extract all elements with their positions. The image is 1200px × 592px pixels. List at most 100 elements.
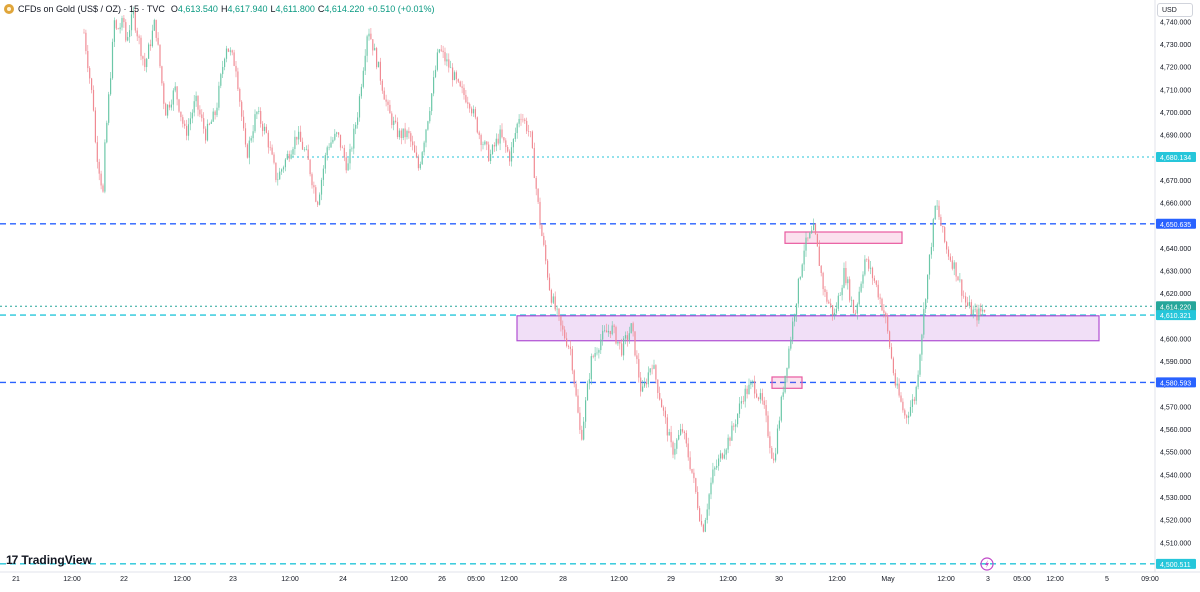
candle-body (786, 367, 788, 376)
candle-body (414, 145, 416, 153)
candle-body (467, 102, 469, 104)
candle-body (609, 330, 611, 335)
candle-body (613, 325, 615, 328)
candle-body (547, 260, 549, 278)
candle-body (778, 420, 780, 429)
candle-body (491, 145, 494, 154)
candle-body (776, 428, 779, 454)
price-tag-label: 4,610.321 (1160, 313, 1191, 320)
zone-rectangle[interactable] (784, 231, 903, 244)
candle-body (858, 291, 860, 305)
candle-body (168, 104, 171, 108)
candle-body (189, 118, 191, 125)
candle-body (300, 131, 302, 142)
candle-body (604, 330, 606, 332)
price-tag-label: 4,650.635 (1160, 222, 1191, 229)
price-tag-label: 4,580.593 (1160, 380, 1191, 387)
price-tick-label: 4,510.000 (1160, 540, 1191, 547)
candle-body (269, 147, 271, 148)
candle-body (740, 401, 742, 404)
tradingview-logo[interactable]: 17 TradingView (6, 553, 92, 567)
candle-body (89, 68, 91, 79)
candle-body (165, 103, 167, 116)
candle-body (835, 308, 837, 313)
candle-body (750, 382, 752, 385)
time-tick-label: 12:00 (1046, 576, 1064, 583)
candle-body (524, 119, 526, 121)
candle-body (640, 377, 642, 392)
price-tick-label: 4,550.000 (1160, 450, 1191, 457)
time-tick-label: 12:00 (719, 576, 737, 583)
candle-body (355, 124, 357, 129)
candle-body (115, 20, 117, 29)
price-tick-label: 4,720.000 (1160, 65, 1191, 72)
candle-body (225, 48, 228, 59)
candle-body (130, 14, 133, 31)
candle-body (824, 289, 826, 293)
candle-body (410, 133, 412, 142)
candle-body (693, 472, 695, 479)
candle-body (102, 185, 104, 192)
candle-body (564, 329, 566, 339)
candle-body (583, 421, 585, 440)
candle-body (699, 508, 701, 521)
candle-body (566, 338, 568, 346)
candle-body (347, 163, 349, 171)
candle-body (134, 11, 136, 31)
candle-body (429, 111, 431, 122)
candle-body (488, 144, 490, 162)
horizontal-lines-layer (0, 156, 1155, 565)
candle-body (826, 292, 828, 302)
candle-body (123, 18, 125, 23)
candle-body (246, 144, 248, 158)
candle-body (125, 22, 127, 41)
candle-body (417, 157, 419, 169)
candle-body (645, 382, 647, 385)
price-tick-label: 4,690.000 (1160, 133, 1191, 140)
candle-body (303, 149, 305, 151)
candle-body (436, 52, 438, 70)
lightning-icon (980, 557, 994, 571)
candle-body (792, 321, 794, 340)
symbol-title[interactable]: CFDs on Gold (US$ / OZ) · 15 · TVC (18, 4, 165, 14)
candle-body (206, 123, 209, 141)
candle-body (244, 128, 247, 145)
candle-body (754, 380, 756, 394)
candle-body (457, 79, 459, 82)
candle-body (562, 325, 564, 330)
candle-body (818, 246, 820, 266)
price-tag (1156, 301, 1196, 312)
candle-body (932, 219, 934, 248)
candle-body (385, 99, 387, 102)
candle-body (757, 397, 760, 400)
candle-body (797, 278, 799, 304)
candle-body (672, 442, 674, 455)
low-label: L (270, 4, 276, 14)
candle-body (151, 30, 153, 47)
candle-body (322, 168, 324, 180)
candle-body (358, 96, 361, 118)
candle-body (799, 276, 801, 279)
candle-body (505, 140, 507, 148)
candle-body (552, 296, 554, 303)
time-tick-label: 26 (438, 576, 446, 583)
candle-body (328, 147, 330, 148)
candle-body (712, 469, 714, 483)
candle-body (132, 11, 134, 15)
price-tick-label: 4,590.000 (1160, 359, 1191, 366)
candle-body (744, 388, 746, 402)
candle-body (379, 61, 381, 81)
candle-body (309, 159, 311, 175)
candle-body (490, 153, 492, 162)
currency-button[interactable]: USD (1157, 3, 1193, 17)
candle-body (784, 375, 786, 393)
candle-body (341, 147, 343, 149)
candle-body (110, 78, 112, 95)
candle-body (875, 280, 877, 285)
candle-body (896, 383, 898, 386)
candle-body (222, 66, 224, 75)
candle-body (913, 399, 915, 401)
change-value: +0.510 (+0.01%) (367, 4, 435, 14)
